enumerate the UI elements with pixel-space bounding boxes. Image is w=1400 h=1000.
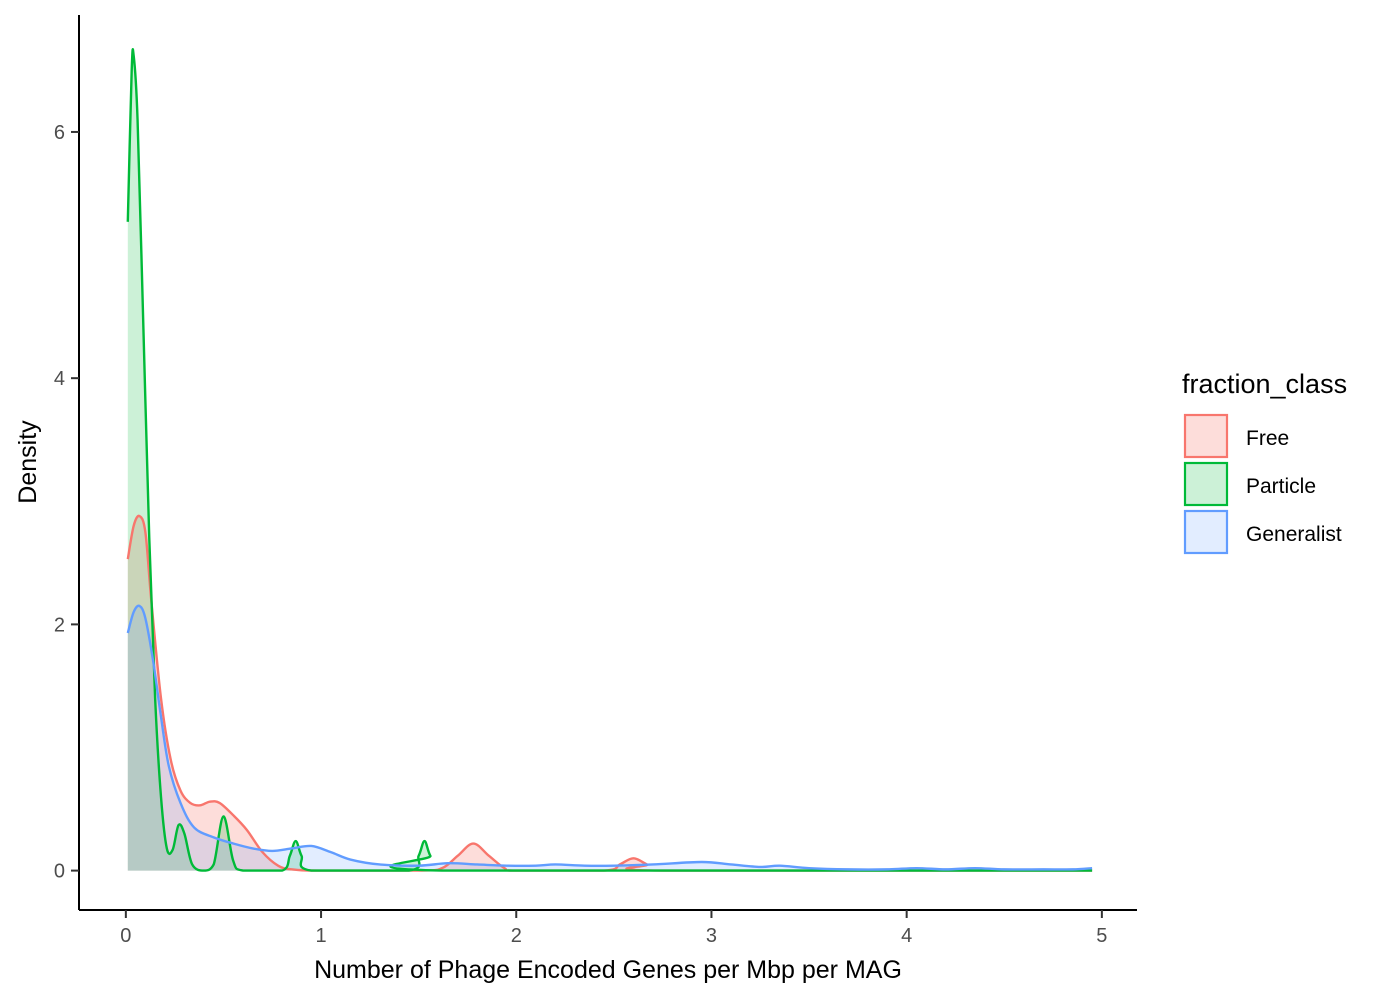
axes: 0 1 2 3 4 5 0 2 4 6 [54,15,1137,947]
y-tick-label: 4 [54,368,65,390]
legend-key-free [1183,413,1229,459]
line-particle [126,48,1093,872]
legend-label-generalist: Generalist [1246,523,1342,546]
area-generalist [127,605,1093,871]
line-free [126,514,1093,872]
legend-key-generalist [1183,509,1229,555]
y-tick-label: 0 [54,861,65,883]
x-tick-label: 4 [901,925,912,947]
x-tick-label: 1 [315,925,326,947]
legend-label-particle: Particle [1246,475,1316,498]
legend-key-particle [1183,461,1229,507]
x-axis-title: Number of Phage Encoded Genes per Mbp pe… [314,956,902,984]
legend-key-bg-free [1184,414,1228,458]
legend-title: fraction_class [1182,369,1347,399]
area-free [127,515,1093,871]
x-tick-label: 0 [120,925,131,947]
y-tick-label: 2 [54,614,65,636]
x-tick-label: 3 [706,925,717,947]
line-generalist [126,604,1093,871]
legend: fraction_class Free Particle Generalist [1182,369,1347,555]
legend-key-bg-particle [1184,462,1228,506]
legend-label-free: Free [1246,427,1289,450]
x-tick-label: 5 [1096,925,1107,947]
x-ticks: 0 1 2 3 4 5 [120,910,1107,947]
density-areas [127,49,1093,871]
y-tick-label: 6 [54,122,65,144]
legend-key-bg-generalist [1184,510,1228,554]
y-axis-title: Density [14,420,42,504]
x-tick-label: 2 [511,925,522,947]
density-lines [126,48,1093,872]
area-particle [127,49,1093,871]
y-ticks: 0 2 4 6 [54,122,79,883]
